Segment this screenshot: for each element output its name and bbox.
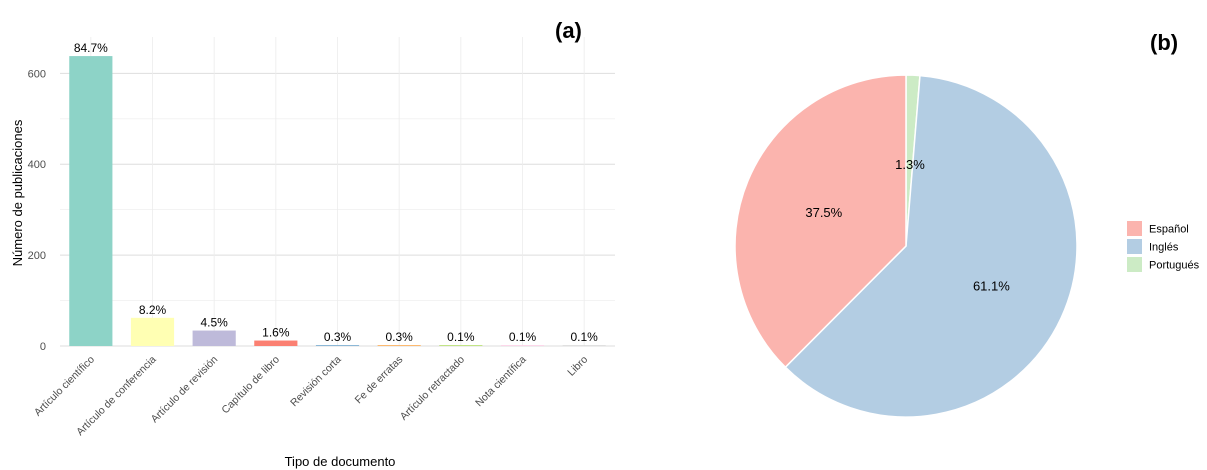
pie-slice — [784, 74, 1078, 418]
pie-labels: 1.3% 61.1% 37.5% — [805, 157, 1010, 293]
bar — [315, 345, 360, 346]
legend-swatch — [1127, 239, 1142, 254]
pie-slices — [734, 74, 1078, 418]
panel-label-a: (a) — [555, 18, 582, 43]
x-tick-label: Libro — [565, 354, 590, 379]
bar-data-label: 0.3% — [385, 330, 413, 344]
bar — [500, 345, 545, 346]
bar-series — [69, 56, 606, 346]
bar — [377, 345, 421, 346]
legend-label: Español — [1149, 224, 1189, 236]
legend-swatch — [1127, 221, 1142, 236]
bar-data-label: 84.7% — [74, 41, 108, 55]
bar-data-label: 0.1% — [447, 330, 475, 344]
x-tick-label: Nota científica — [473, 354, 529, 410]
pie-chart-panel: 1.3% 61.1% 37.5% Español Inglés Portugués (b… — [734, 30, 1200, 418]
x-axis-title: Tipo de documento — [285, 454, 396, 469]
y-axis-title: Número de publicaciones — [10, 119, 25, 266]
x-tick-label: Artículo retractado — [398, 354, 467, 423]
legend-swatch — [1127, 257, 1142, 272]
y-tick-label: 400 — [28, 159, 46, 171]
bar — [562, 345, 606, 346]
bar-data-label: 0.3% — [324, 330, 352, 344]
bar — [192, 330, 236, 346]
bar-data-label: 0.1% — [570, 330, 598, 344]
panel-label-b: (b) — [1150, 30, 1178, 55]
bar-data-labels: 84.7% 8.2% 4.5% 1.6% 0.3% 0.3% 0.1% 0.1% 0.1% — [74, 41, 598, 344]
legend-label: Portugués — [1149, 260, 1200, 272]
bar — [254, 340, 298, 346]
pie-slice-label: 1.3% — [895, 157, 925, 172]
bar — [439, 345, 483, 346]
bar-gridlines — [60, 37, 615, 347]
x-tick-label: Artículo científico — [32, 354, 97, 419]
bar — [69, 56, 113, 346]
bar-data-label: 0.1% — [509, 330, 537, 344]
y-tick-label: 600 — [28, 68, 46, 80]
x-tick-label: Revisión corta — [288, 354, 344, 410]
bar-data-label: 8.2% — [139, 303, 167, 317]
x-tick-label: Fe de erratas — [353, 354, 406, 407]
bar-data-label: 1.6% — [262, 326, 290, 340]
y-tick-label: 200 — [28, 250, 46, 262]
bar — [130, 317, 175, 346]
x-tick-label: Capítulo de libro — [219, 354, 282, 417]
pie-slice — [734, 74, 907, 369]
pie-slice-label: 61.1% — [973, 278, 1010, 293]
bar-chart-panel: 0 200 400 600 84.7% 8.2% 4.5% 1.6% 0.3% 0.3% 0.1%… — [10, 18, 615, 469]
y-tick-label: 0 — [40, 341, 46, 353]
pie-legend: Español Inglés Portugués — [1127, 221, 1200, 272]
legend-label: Inglés — [1149, 242, 1179, 254]
pie-slice-label: 37.5% — [805, 205, 842, 220]
x-tick-label: Artículo de revisión — [149, 354, 221, 426]
bar-y-ticks: 0 200 400 600 — [28, 68, 46, 353]
bar-data-label: 4.5% — [200, 316, 228, 330]
